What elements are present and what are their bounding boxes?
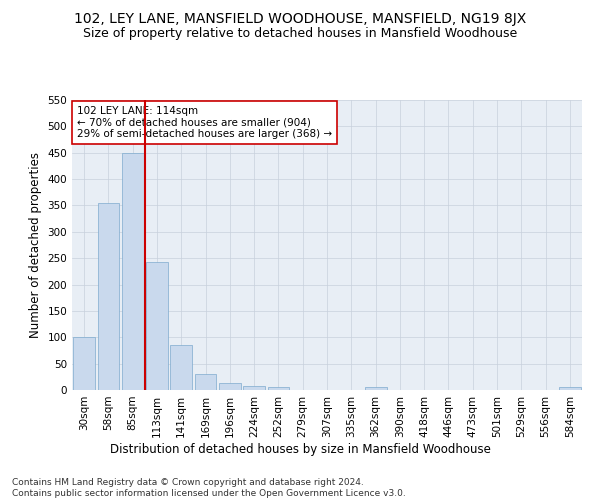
Bar — [122, 154, 143, 390]
Bar — [559, 388, 581, 390]
Text: Contains HM Land Registry data © Crown copyright and database right 2024.
Contai: Contains HM Land Registry data © Crown c… — [12, 478, 406, 498]
Bar — [97, 203, 119, 390]
Bar — [243, 386, 265, 390]
Text: 102, LEY LANE, MANSFIELD WOODHOUSE, MANSFIELD, NG19 8JX: 102, LEY LANE, MANSFIELD WOODHOUSE, MANS… — [74, 12, 526, 26]
Bar — [170, 344, 192, 390]
Bar — [146, 262, 168, 390]
Text: Distribution of detached houses by size in Mansfield Woodhouse: Distribution of detached houses by size … — [110, 442, 490, 456]
Bar — [194, 374, 217, 390]
Text: 102 LEY LANE: 114sqm
← 70% of detached houses are smaller (904)
29% of semi-deta: 102 LEY LANE: 114sqm ← 70% of detached h… — [77, 106, 332, 139]
Bar — [219, 383, 241, 390]
Bar — [268, 388, 289, 390]
Bar — [365, 388, 386, 390]
Text: Size of property relative to detached houses in Mansfield Woodhouse: Size of property relative to detached ho… — [83, 28, 517, 40]
Bar — [73, 336, 95, 390]
Y-axis label: Number of detached properties: Number of detached properties — [29, 152, 42, 338]
